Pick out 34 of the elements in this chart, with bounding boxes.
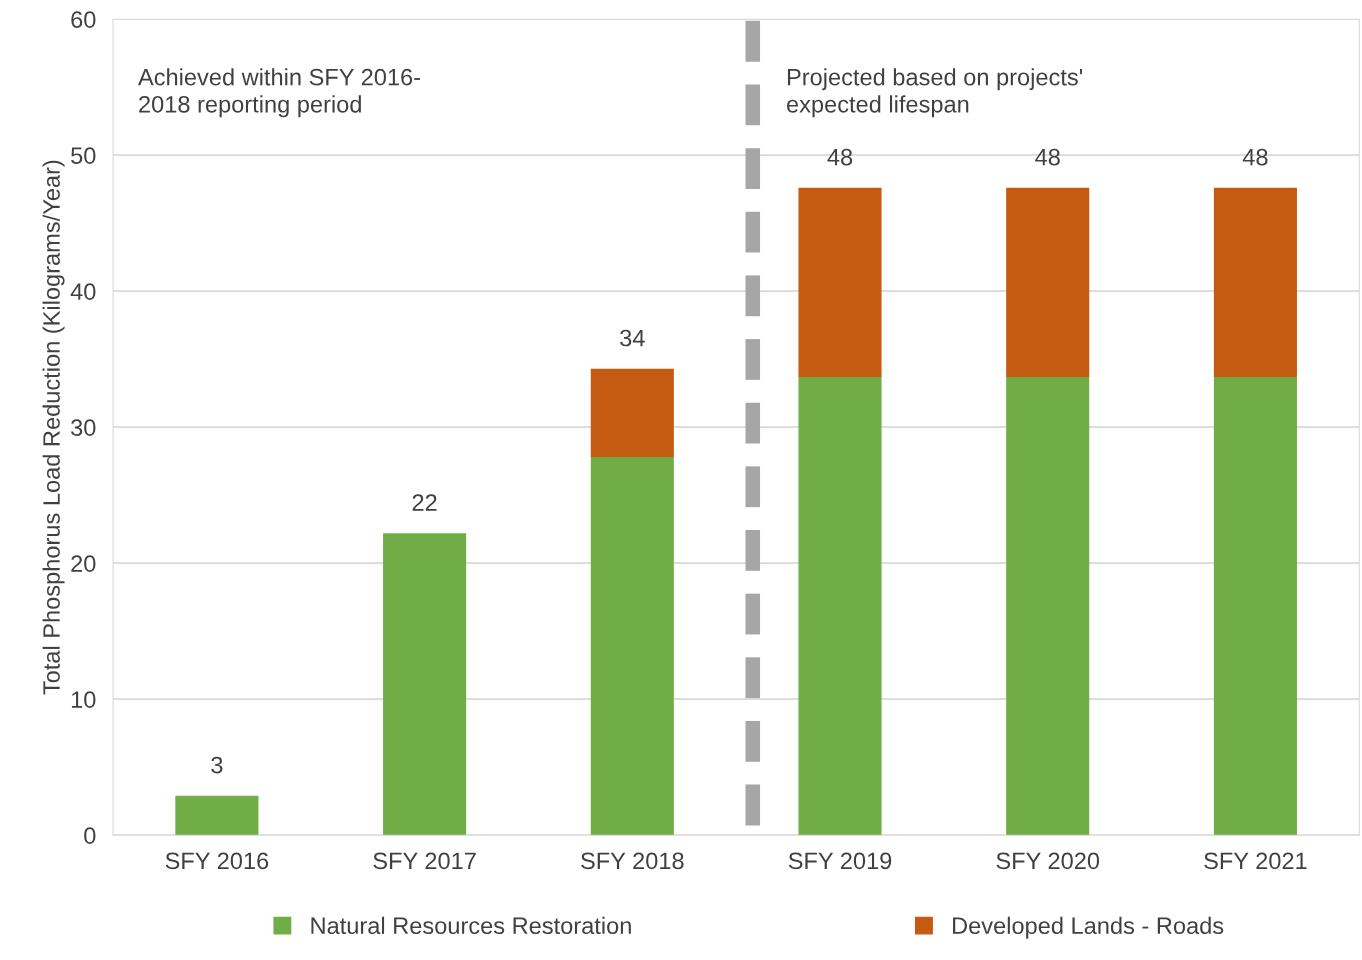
x-tick-label: SFY 2017 xyxy=(373,852,476,870)
x-tick-label: SFY 2019 xyxy=(788,852,892,870)
bar xyxy=(798,187,882,377)
bar xyxy=(590,457,674,836)
y-axis-title: Total Phosphorus Load Reduction (Kilograms/Year) xyxy=(42,160,65,695)
bar xyxy=(1006,187,1090,377)
total-label: 48 xyxy=(1242,148,1268,166)
annotation: Projected based on projects' expected lifespan xyxy=(787,68,1083,118)
bar xyxy=(175,795,259,836)
total-label: 3 xyxy=(211,756,223,774)
x-tick-label: SFY 2021 xyxy=(1204,852,1307,870)
x-tick-label: SFY 2016 xyxy=(165,852,269,870)
total-label: 34 xyxy=(620,329,645,347)
legend-label: Natural Resources Restoration xyxy=(311,916,631,935)
bar xyxy=(1006,376,1090,836)
annotation: Achieved within SFY 2016- 2018 reporting period xyxy=(138,68,420,118)
y-tick-label: 60 xyxy=(71,11,96,28)
bar xyxy=(1213,187,1297,377)
total-label: 22 xyxy=(412,494,437,511)
y-tick-label: 30 xyxy=(71,419,96,436)
bar xyxy=(383,533,467,836)
y-tick-label: 40 xyxy=(70,283,96,300)
x-tick-label: SFY 2020 xyxy=(996,852,1100,870)
y-tick-label: 50 xyxy=(71,147,96,164)
bar xyxy=(590,368,674,458)
bar xyxy=(1213,376,1297,836)
total-label: 48 xyxy=(1035,148,1060,166)
legend-label: Developed Lands - Roads xyxy=(953,916,1224,939)
bar xyxy=(798,376,882,836)
x-tick-label: SFY 2018 xyxy=(581,852,684,870)
y-tick-label: 0 xyxy=(84,827,96,844)
total-label: 48 xyxy=(827,148,853,166)
y-tick-label: 20 xyxy=(71,555,96,572)
y-tick-label: 10 xyxy=(71,691,96,708)
